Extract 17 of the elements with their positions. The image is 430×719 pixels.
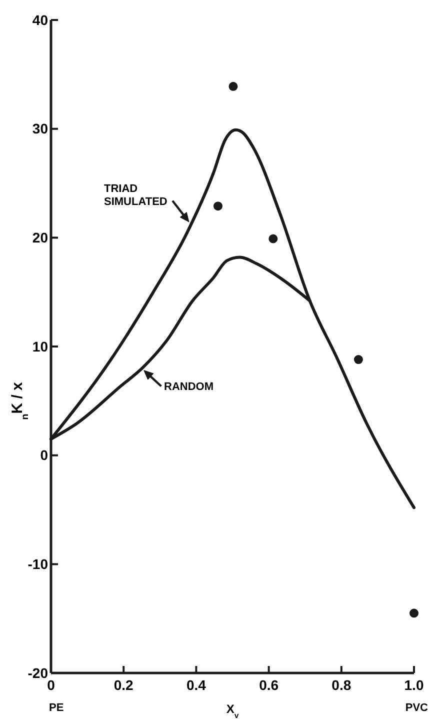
y-tick-label: 40: [32, 12, 48, 28]
y-tick-label: 0: [40, 447, 48, 464]
text: TRIAD SIMULATED: [104, 183, 168, 208]
x-tick-label: 0.4: [186, 677, 206, 693]
y-tick-label: 20: [32, 230, 48, 246]
x-tick-label: 1.0: [404, 677, 424, 693]
y-tick-label: 30: [32, 120, 48, 137]
x-tick-label: 0.6: [259, 677, 279, 693]
y-tick-label: -20: [28, 664, 48, 681]
y-tick-label: -10: [28, 556, 48, 572]
x-tick-label: 0.2: [114, 677, 134, 693]
y-tick-label: 10: [32, 338, 48, 354]
text: RANDOM: [164, 381, 214, 393]
text: PVC: [405, 702, 428, 714]
x-tick-label: 0.8: [332, 677, 352, 693]
text: PE: [49, 702, 64, 714]
x-axis-title: X$_{v}$: [226, 702, 240, 719]
